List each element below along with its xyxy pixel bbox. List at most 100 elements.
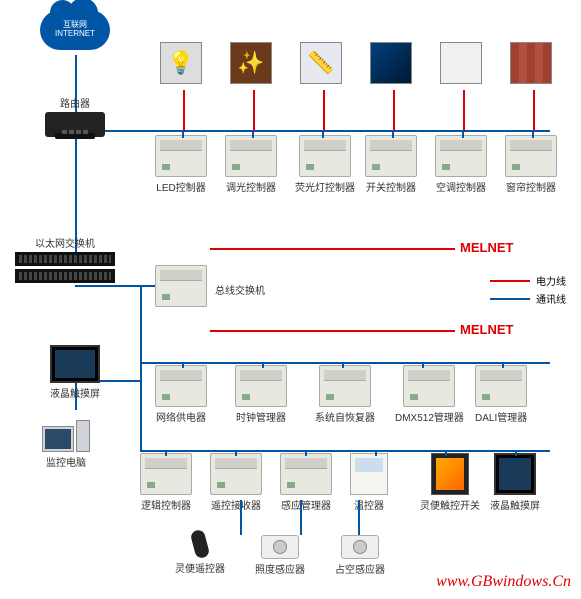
device-label: 系统自恢复器 xyxy=(315,409,375,424)
router-label: 路由器 xyxy=(45,95,105,110)
legend-comm: 通讯线 xyxy=(466,291,566,306)
drop-remote xyxy=(240,500,242,535)
drop-6 xyxy=(533,90,535,132)
melnet-label-2: MELNET xyxy=(460,322,513,337)
device-icon xyxy=(475,365,527,407)
device-icon xyxy=(140,453,192,495)
bus-v-left xyxy=(140,285,142,452)
bus-switch-icon xyxy=(155,265,207,307)
device-icon xyxy=(403,365,455,407)
lux-sensor-label: 照度感应器 xyxy=(255,561,305,576)
device-label: 遥控接收器 xyxy=(210,497,262,512)
drop-4 xyxy=(393,90,395,132)
eth-switch-label: 以太网交换机 xyxy=(15,235,115,250)
thermostat-icon xyxy=(350,453,388,495)
manager-0: 网络供电器 xyxy=(155,365,207,424)
device-icon xyxy=(319,365,371,407)
switch-icon-2 xyxy=(15,269,115,283)
row3-device-2: 感应管理器 xyxy=(280,453,332,512)
row3-device-4: 灵便触控开关 xyxy=(420,453,480,512)
legend-power-line xyxy=(490,280,530,282)
bus-h-row3 xyxy=(140,450,550,452)
melnet-label-1: MELNET xyxy=(460,240,513,255)
row3-device-3: 温控器 xyxy=(350,453,388,512)
drop-3 xyxy=(323,90,325,132)
cloud-label-2: INTERNET xyxy=(55,30,95,39)
load-icon-box-0: 💡 xyxy=(160,42,202,84)
remote-control: 灵便遥控器 xyxy=(175,530,225,575)
device-icon xyxy=(155,365,207,407)
row3-device-1: 遥控接收器 xyxy=(210,453,262,512)
legend-comm-line xyxy=(490,298,530,300)
lcd-touchscreen: 液晶触摸屏 xyxy=(50,345,100,400)
device-label: LED控制器 xyxy=(155,179,207,194)
bus-vertical-main xyxy=(75,55,77,255)
remote-icon xyxy=(190,529,211,560)
device-icon xyxy=(225,135,277,177)
device-label: 调光控制器 xyxy=(225,179,277,194)
load-icon-0: 💡 xyxy=(160,42,202,84)
drop-5 xyxy=(463,90,465,132)
device-label: DMX512管理器 xyxy=(395,409,464,424)
controller-5: 窗帘控制器 xyxy=(505,135,557,194)
monitor-icon xyxy=(50,345,100,383)
controller-2: 荧光灯控制器 xyxy=(295,135,355,194)
manager-3: DMX512管理器 xyxy=(395,365,464,424)
control-pc: 监控电脑 xyxy=(42,420,90,469)
melnet-line-1 xyxy=(210,248,455,250)
manager-2: 系统自恢复器 xyxy=(315,365,375,424)
load-icon-box-2: 📏 xyxy=(300,42,342,84)
load-icon-2: 📏 xyxy=(300,42,342,84)
drop-2 xyxy=(253,90,255,132)
load-icon-box-4 xyxy=(440,42,482,84)
load-icon-3 xyxy=(370,42,412,84)
bus-switch xyxy=(155,265,207,307)
device-icon xyxy=(505,135,557,177)
load-icon-box-5 xyxy=(510,42,552,84)
device-label: DALI管理器 xyxy=(475,409,527,424)
bus-switch-label: 总线交换机 xyxy=(215,282,265,297)
drop-1 xyxy=(183,90,185,132)
device-label: 网络供电器 xyxy=(155,409,207,424)
legend-power: 电力线 xyxy=(466,273,566,288)
device-label: 液晶触摸屏 xyxy=(490,497,540,512)
occ-sensor-icon xyxy=(341,535,379,559)
device-icon xyxy=(299,135,351,177)
lcd-label: 液晶触摸屏 xyxy=(50,385,100,400)
ethernet-switch: 以太网交换机 xyxy=(15,235,115,283)
controller-0: LED控制器 xyxy=(155,135,207,194)
bus-switch-label-node: 总线交换机 xyxy=(215,280,265,297)
bus-h-row1 xyxy=(75,130,550,132)
row3-device-0: 逻辑控制器 xyxy=(140,453,192,512)
pc-icon xyxy=(42,420,90,452)
router: 路由器 xyxy=(45,95,105,137)
switch-icon-1 xyxy=(15,252,115,266)
controller-4: 空调控制器 xyxy=(435,135,487,194)
row3-device-5: 液晶触摸屏 xyxy=(490,453,540,512)
device-icon xyxy=(210,453,262,495)
legend-comm-label: 通讯线 xyxy=(536,291,566,306)
remote-label: 灵便遥控器 xyxy=(175,560,225,575)
occupancy-sensor: 占空感应器 xyxy=(335,535,385,576)
internet-cloud: 互联网 INTERNET xyxy=(40,10,110,50)
occ-sensor-label: 占空感应器 xyxy=(335,561,385,576)
lux-sensor-icon xyxy=(261,535,299,559)
load-icon-box-3 xyxy=(370,42,412,84)
device-label: 开关控制器 xyxy=(365,179,417,194)
device-label: 荧光灯控制器 xyxy=(295,179,355,194)
manager-4: DALI管理器 xyxy=(475,365,527,424)
monitor-icon xyxy=(494,453,536,495)
watermark: www.GBwindows.Cn xyxy=(436,573,571,591)
lux-sensor: 照度感应器 xyxy=(255,535,305,576)
legend-power-label: 电力线 xyxy=(536,273,566,288)
touch-switch-icon xyxy=(431,453,469,495)
drop-occ xyxy=(358,500,360,535)
device-label: 感应管理器 xyxy=(280,497,332,512)
manager-1: 时钟管理器 xyxy=(235,365,287,424)
device-label: 逻辑控制器 xyxy=(140,497,192,512)
load-icon-1: ✨ xyxy=(230,42,272,84)
bus-h-row2 xyxy=(140,362,550,364)
melnet-line-2 xyxy=(210,330,455,332)
load-icon-5 xyxy=(510,42,552,84)
device-icon xyxy=(280,453,332,495)
